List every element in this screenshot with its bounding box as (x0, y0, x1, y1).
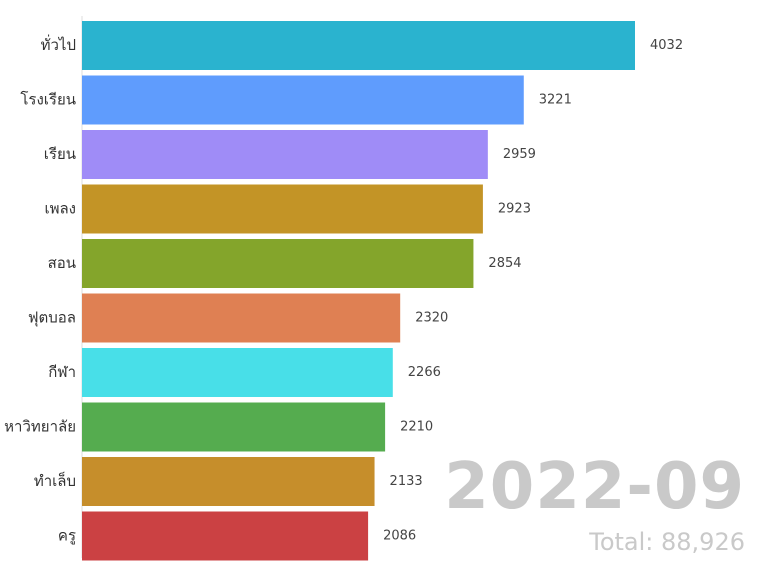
bar-9 (82, 457, 375, 506)
category-label: เรียน (44, 145, 76, 163)
value-label: 2320 (415, 311, 448, 326)
period-label: 2022-09 (444, 450, 745, 524)
category-label: กีฬา (48, 363, 76, 381)
bar-2 (82, 75, 524, 125)
total-label: Total: 88,926 (589, 528, 745, 556)
category-label: ทั่วไป (41, 34, 76, 54)
category-label: โรงเรียน (20, 91, 76, 109)
value-label: 2923 (498, 202, 531, 217)
bar-8 (82, 402, 386, 452)
category-label: ฟุตบอล (28, 309, 76, 328)
bar-4 (82, 184, 483, 234)
value-label: 2086 (383, 529, 416, 544)
bar-7 (82, 348, 393, 397)
category-label: เพลง (44, 200, 76, 218)
category-label: สอน (48, 254, 76, 272)
bar-5 (82, 239, 474, 288)
category-label: หาวิทยาลัย (4, 418, 76, 436)
value-label: 2133 (390, 474, 423, 489)
value-label: 4032 (650, 38, 683, 53)
bar-6 (82, 293, 401, 343)
category-label: ครู (58, 527, 76, 545)
value-label: 2854 (488, 256, 521, 271)
bar-10 (82, 511, 369, 561)
value-label: 2959 (503, 147, 536, 162)
bar-3 (82, 130, 488, 179)
bars-group: ทั่วไป 4032 โรงเรียน 3221 เรียน 2959 เพลง 2923 ส… (4, 21, 683, 561)
bar-1 (82, 21, 635, 70)
value-label: 3221 (539, 93, 572, 108)
category-label: ทำเล็บ (34, 471, 76, 490)
value-label: 2266 (408, 365, 441, 380)
value-label: 2210 (400, 420, 433, 435)
